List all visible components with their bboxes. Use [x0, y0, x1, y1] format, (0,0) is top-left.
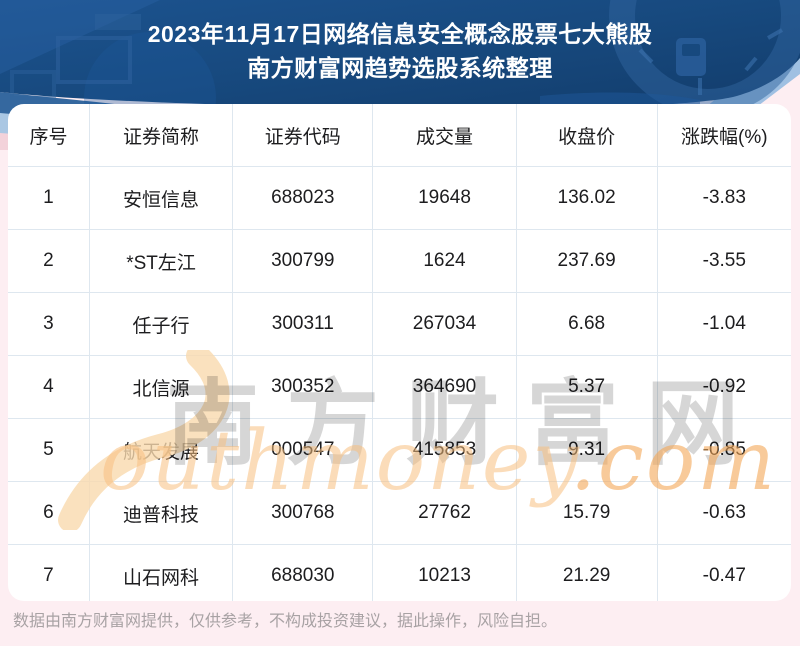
column-header: 成交量 [372, 104, 517, 167]
table-cell: 航天发展 [88, 418, 233, 482]
table-cell: 237.69 [515, 229, 658, 293]
table-cell: 6 [8, 481, 90, 545]
table-row: 5 航天发展 000547 415853 9.31 -0.85 [8, 418, 791, 482]
table-header-row: 序号 证券简称 证券代码 成交量 收盘价 涨跌幅(%) [8, 104, 791, 167]
table-cell: 迪普科技 [88, 481, 233, 545]
table-cell: 2 [8, 229, 90, 293]
table-cell: 300799 [232, 229, 373, 293]
disclaimer-text: 数据由南方财富网提供，仅供参考，不构成投资建议，据此操作，风险自担。 [13, 613, 558, 630]
column-header: 序号 [29, 126, 68, 148]
table-row: 1 安恒信息 688023 19648 136.02 -3.83 [8, 166, 791, 230]
table-cell: 300311 [232, 292, 373, 356]
table-cell: -1.04 [656, 292, 791, 356]
table-cell: 300768 [232, 481, 373, 545]
table-cell: 9.31 [515, 418, 658, 482]
table-cell: 415853 [372, 418, 517, 482]
table-cell: 3 [8, 292, 90, 356]
table-cell: 267034 [372, 292, 517, 356]
column-header: 证券简称 [88, 104, 233, 167]
table-cell: -0.47 [656, 544, 791, 601]
table-cell: 000547 [232, 418, 373, 482]
column-header: 涨跌幅(%) [656, 104, 791, 167]
banner-art [0, 0, 800, 150]
table-cell: 安恒信息 [88, 166, 233, 230]
page-title: 2023年11月17日网络信息安全概念股票七大熊股 [147, 21, 653, 47]
stock-table: 序号 证券简称 证券代码 成交量 收盘价 涨跌幅(%) 1 安恒信息 688023 19648 1… [8, 104, 791, 601]
table-cell: 北信源 [88, 355, 233, 419]
table-cell: 1624 [372, 229, 517, 293]
table-row: 6 迪普科技 300768 27762 15.79 -0.63 [8, 481, 791, 545]
table-cell: 21.29 [515, 544, 658, 601]
column-header: 收盘价 [515, 104, 658, 167]
table-row: 7 山石网科 688030 10213 21.29 -0.47 [8, 544, 791, 601]
table-row: 4 北信源 300352 364690 5.37 -0.92 [8, 355, 791, 419]
table-cell: *ST左江 [88, 229, 233, 293]
table-cell: 5 [8, 418, 90, 482]
table-cell: -0.92 [656, 355, 791, 419]
stock-table-card: 序号 证券简称 证券代码 成交量 收盘价 涨跌幅(%) 1 安恒信息 688023 19648 1… [8, 104, 791, 601]
table-cell: -0.85 [656, 418, 791, 482]
table-cell: 7 [8, 544, 90, 601]
table-cell: 6.68 [515, 292, 658, 356]
table-cell: 688030 [232, 544, 373, 601]
table-cell: 10213 [372, 544, 517, 601]
table-cell: 1 [8, 166, 90, 230]
table-cell: -3.83 [656, 166, 791, 230]
table-cell: 4 [8, 355, 90, 419]
table-cell: 任子行 [88, 292, 233, 356]
table-cell: 136.02 [515, 166, 658, 230]
column-header: 证券代码 [232, 104, 373, 167]
table-row: 3 任子行 300311 267034 6.68 -1.04 [8, 292, 791, 356]
table-cell: -0.63 [656, 481, 791, 545]
table-cell: 15.79 [515, 481, 658, 545]
page-subtitle: 南方财富网趋势选股系统整理 [247, 55, 553, 81]
table-cell: -3.55 [656, 229, 791, 293]
table-cell: 364690 [372, 355, 517, 419]
table-cell: 27762 [372, 481, 517, 545]
table-cell: 19648 [372, 166, 517, 230]
header-banner: 2023年11月17日网络信息安全概念股票七大熊股 南方财富网趋势选股系统整理 [0, 0, 800, 150]
table-cell: 山石网科 [88, 544, 233, 601]
table-row: 2 *ST左江 300799 1624 237.69 -3.55 [8, 229, 791, 293]
table-cell: 300352 [232, 355, 373, 419]
table-cell: 5.37 [515, 355, 658, 419]
table-cell: 688023 [232, 166, 373, 230]
